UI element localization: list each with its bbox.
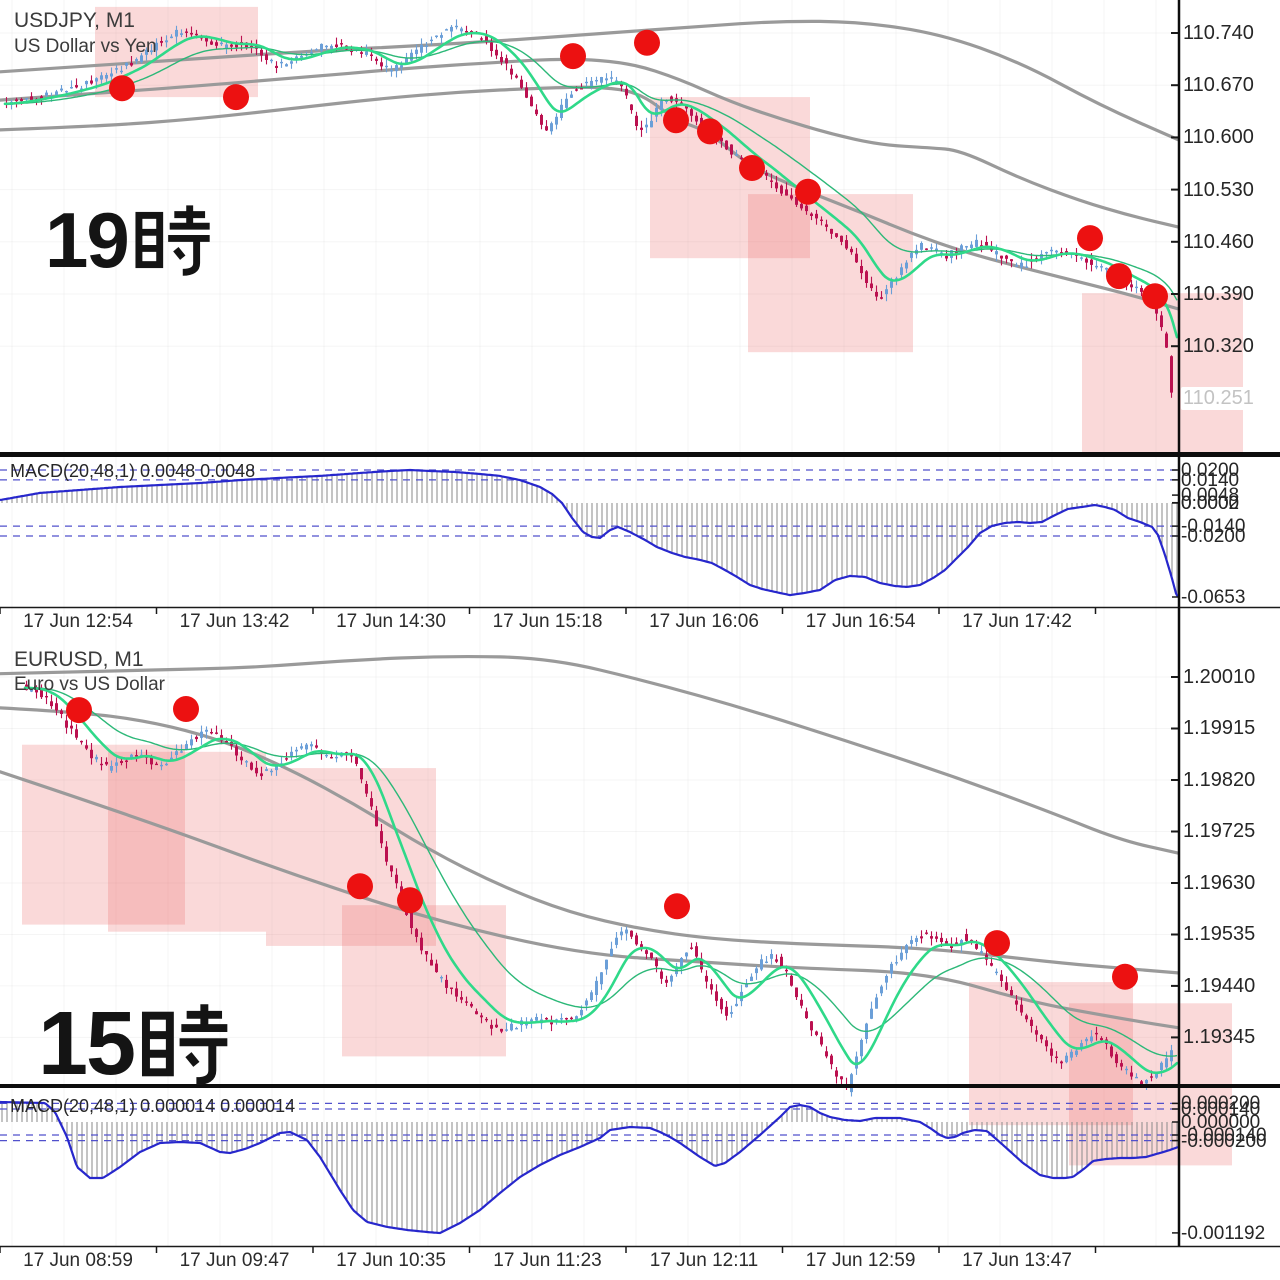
- ma-fast: [3, 31, 1179, 339]
- highlight-box: [748, 194, 913, 353]
- highlight-box: [108, 751, 266, 932]
- signal-marker: [1106, 263, 1132, 290]
- highlight-box: [342, 905, 506, 1057]
- signal-marker: [984, 930, 1010, 957]
- band-lower: [0, 770, 1180, 1030]
- macd-line: [0, 468, 1179, 598]
- signal-marker: [66, 697, 92, 724]
- signal-marker: [1112, 963, 1138, 990]
- signal-marker: [397, 887, 423, 914]
- signal-marker: [634, 29, 660, 56]
- signal-marker: [739, 155, 765, 181]
- signal-marker: [1142, 283, 1168, 310]
- band-upper: [0, 654, 1180, 855]
- highlight-box: [266, 768, 436, 946]
- signal-marker: [560, 43, 586, 70]
- signal-marker: [663, 107, 689, 134]
- band-middle: [0, 57, 1180, 229]
- signal-marker: [223, 84, 249, 111]
- signal-marker: [795, 178, 821, 205]
- signal-marker: [664, 893, 690, 920]
- signal-marker: [347, 873, 373, 900]
- highlight-box: [22, 744, 185, 925]
- ma-slow: [5, 40, 1178, 301]
- signal-marker: [1077, 225, 1103, 252]
- signal-marker: [697, 118, 723, 145]
- signal-marker: [173, 696, 199, 722]
- macd-line: [0, 1100, 1179, 1235]
- signal-marker: [109, 75, 135, 102]
